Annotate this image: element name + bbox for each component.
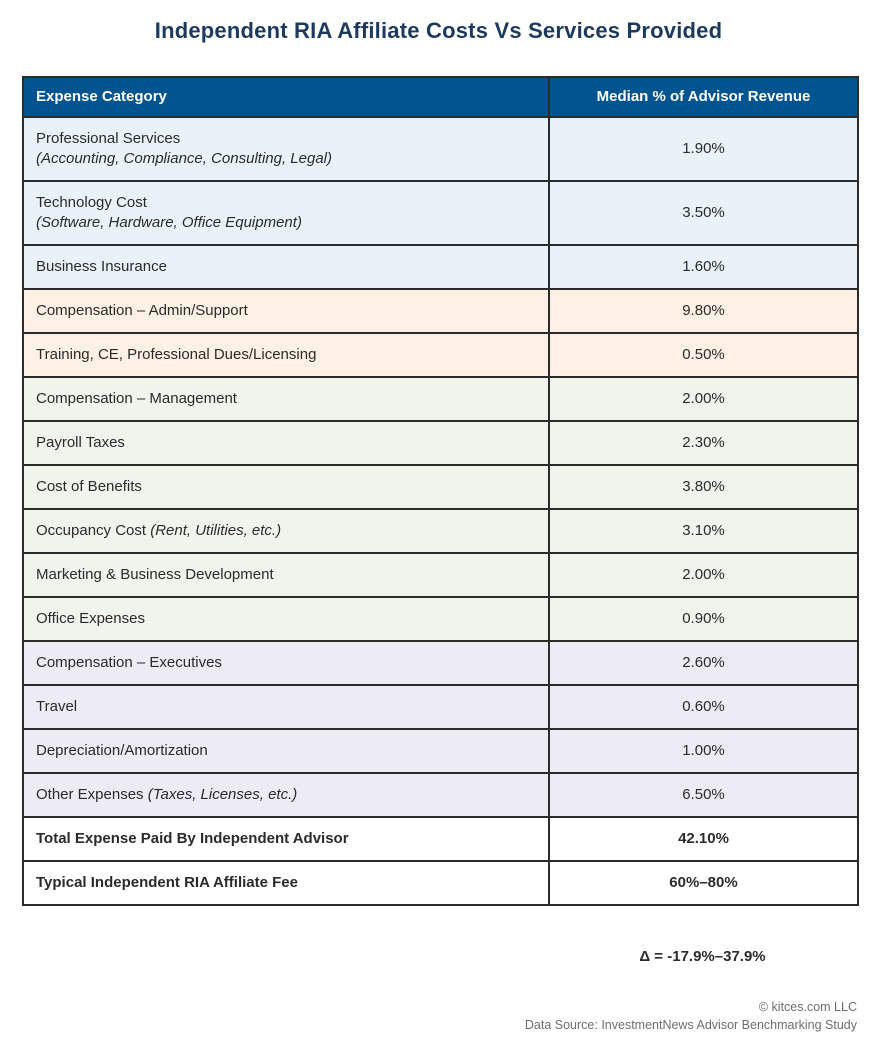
expense-category-label: Typical Independent RIA Affiliate Fee [36,874,298,891]
expense-category-label: Technology Cost [36,194,147,211]
copyright-text: © kitces.com LLC [758,1000,857,1014]
expense-category-label: Cost of Benefits [36,478,142,495]
expense-category-label: Other Expenses [36,786,144,803]
value-cell: 0.60% [548,684,859,730]
expense-category-detail: (Rent, Utilities, etc.) [146,522,282,539]
expense-category-cell: Other Expenses (Taxes, Licenses, etc.) [22,772,550,818]
table-row: Compensation – Admin/Support 9.80% [22,288,859,334]
expense-category-label: Business Insurance [36,258,167,275]
expense-category-label: Professional Services [36,130,181,147]
value-cell: 2.00% [548,376,859,422]
table-header-row: Expense Category Median % of Advisor Rev… [22,76,859,118]
column-header-expense-category: Expense Category [22,76,550,118]
value-cell: 0.50% [548,332,859,378]
page-title: Independent RIA Affiliate Costs Vs Servi… [154,18,723,43]
expense-category-detail: (Accounting, Compliance, Consulting, Leg… [36,150,332,167]
table-row: Typical Independent RIA Affiliate Fee 60… [22,860,859,906]
table-row: Compensation – Management 2.00% [22,376,859,422]
value-cell: 1.00% [548,728,859,774]
table-row: Depreciation/Amortization 1.00% [22,728,859,774]
value-cell: 6.50% [548,772,859,818]
expense-category-cell: Training, CE, Professional Dues/Licensin… [22,332,550,378]
expense-category-label: Payroll Taxes [36,434,125,451]
table-row: Other Expenses (Taxes, Licenses, etc.) 6… [22,772,859,818]
value-cell: 2.60% [548,640,859,686]
value-cell: 9.80% [548,288,859,334]
expense-category-cell: Payroll Taxes [22,420,550,466]
expense-category-label: Compensation – Executives [36,654,222,671]
table-row: Technology Cost (Software, Hardware, Offi… [22,180,859,246]
value-cell: 2.30% [548,420,859,466]
table-row: Payroll Taxes 2.30% [22,420,859,466]
expense-category-cell: Marketing & Business Development [22,552,550,598]
table-row: Training, CE, Professional Dues/Licensin… [22,332,859,378]
expense-table: Expense Category Median % of Advisor Rev… [22,76,859,906]
value-cell: 1.60% [548,244,859,290]
expense-category-label: Compensation – Management [36,390,237,407]
expense-category-label: Office Expenses [36,610,145,627]
expense-category-cell: Depreciation/Amortization [22,728,550,774]
table-row: Business Insurance 1.60% [22,244,859,290]
expense-category-cell: Total Expense Paid By Independent Adviso… [22,816,550,862]
expense-category-cell: Compensation – Management [22,376,550,422]
expense-category-cell: Compensation – Executives [22,640,550,686]
expense-category-label: Training, CE, Professional Dues/Licensin… [36,346,317,363]
expense-category-label: Total Expense Paid By Independent Adviso… [36,830,349,847]
expense-category-cell: Professional Services (Accounting, Compli… [22,116,550,182]
value-cell: 3.50% [548,180,859,246]
expense-category-cell: Office Expenses [22,596,550,642]
expense-category-detail: (Software, Hardware, Office Equipment) [36,214,302,231]
expense-category-label: Occupancy Cost [36,522,147,539]
table-row: Cost of Benefits 3.80% [22,464,859,510]
expense-category-cell: Occupancy Cost (Rent, Utilities, etc.) [22,508,550,554]
footer: © kitces.com LLC Data Source: Investment… [525,999,857,1034]
table-row: Travel 0.60% [22,684,859,730]
expense-category-cell: Technology Cost (Software, Hardware, Offi… [22,180,550,246]
value-cell: 3.80% [548,464,859,510]
table-row: Total Expense Paid By Independent Adviso… [22,816,859,862]
table-row: Office Expenses 0.90% [22,596,859,642]
expense-category-cell: Cost of Benefits [22,464,550,510]
value-cell: 60%–80% [548,860,859,906]
table-row: Compensation – Executives 2.60% [22,640,859,686]
expense-table-body: Professional Services (Accounting, Compli… [22,116,859,906]
expense-category-cell: Travel [22,684,550,730]
value-cell: 2.00% [548,552,859,598]
column-header-median-revenue: Median % of Advisor Revenue [548,76,859,118]
delta-annotation: Δ = -17.9%–37.9% [639,948,766,965]
expense-category-label: Travel [36,698,78,715]
expense-category-detail: (Taxes, Licenses, etc.) [143,786,298,803]
table-row: Occupancy Cost (Rent, Utilities, etc.) 3… [22,508,859,554]
value-cell: 0.90% [548,596,859,642]
expense-category-cell: Business Insurance [22,244,550,290]
expense-category-cell: Typical Independent RIA Affiliate Fee [22,860,550,906]
expense-category-label: Compensation – Admin/Support [36,302,248,319]
expense-category-cell: Compensation – Admin/Support [22,288,550,334]
expense-category-label: Marketing & Business Development [36,566,274,583]
expense-category-label: Depreciation/Amortization [36,742,208,759]
data-source-text: Data Source: InvestmentNews Advisor Benc… [524,1017,857,1032]
value-cell: 3.10% [548,508,859,554]
value-cell: 42.10% [548,816,859,862]
table-row: Professional Services (Accounting, Compli… [22,116,859,182]
value-cell: 1.90% [548,116,859,182]
table-row: Marketing & Business Development 2.00% [22,552,859,598]
table-header: Expense Category Median % of Advisor Rev… [22,76,859,118]
